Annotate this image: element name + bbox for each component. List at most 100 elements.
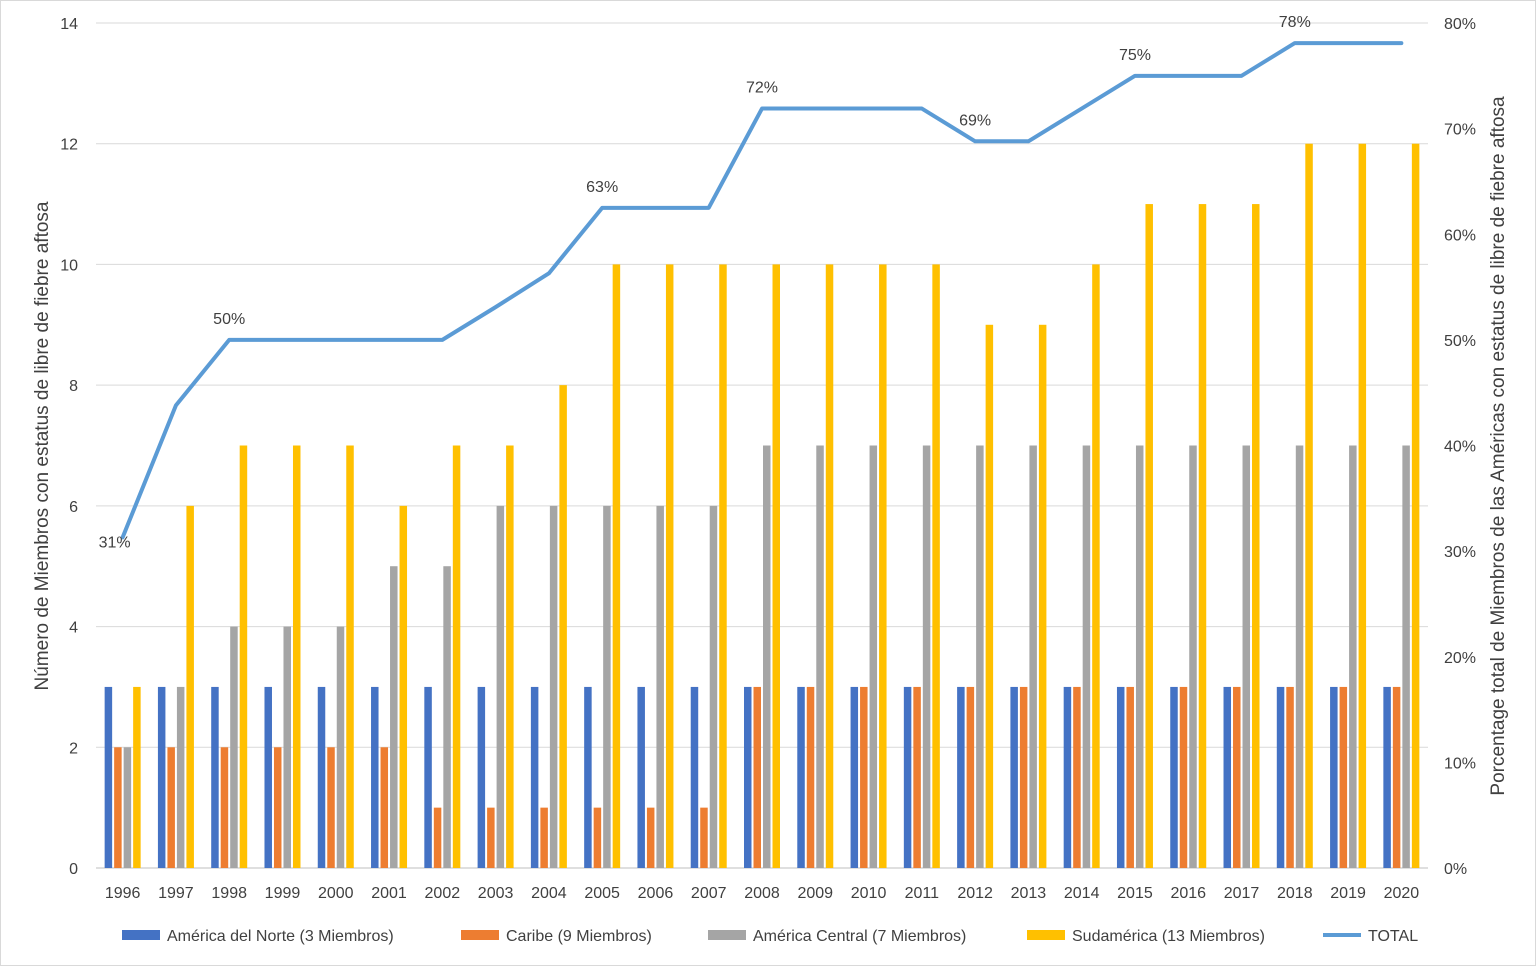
bar	[719, 264, 727, 868]
bar	[913, 686, 921, 868]
bar	[399, 505, 408, 868]
legend-swatch	[1027, 930, 1065, 940]
bar	[850, 686, 859, 868]
bar	[1082, 445, 1091, 868]
bar	[123, 747, 132, 868]
bar	[273, 747, 282, 868]
bar	[646, 807, 655, 868]
bar	[283, 626, 291, 868]
bar	[1092, 264, 1100, 868]
x-tick-label: 2020	[1384, 885, 1420, 902]
x-tick-label: 2009	[797, 885, 833, 902]
bar	[976, 445, 984, 868]
right-tick-label: 60%	[1444, 227, 1476, 244]
bar	[763, 445, 771, 868]
bar	[903, 686, 912, 868]
bar	[1242, 445, 1251, 868]
x-tick-label: 2016	[1170, 885, 1206, 902]
bar	[1179, 686, 1188, 868]
x-tick-label: 1997	[158, 885, 194, 902]
x-tick-label: 2010	[851, 885, 887, 902]
left-tick-label: 4	[69, 620, 78, 637]
bar	[239, 445, 248, 868]
bar	[540, 807, 548, 868]
bar	[506, 445, 514, 868]
total-line-group: 31% 50% 63% 72% 69% 75% 78%	[99, 14, 1404, 551]
bar	[211, 686, 219, 868]
legend-swatch	[708, 930, 746, 940]
right-tick-label: 0%	[1444, 861, 1467, 878]
left-tick-label: 6	[69, 499, 78, 516]
right-tick-label: 40%	[1444, 439, 1476, 456]
x-tick-label: 2014	[1064, 885, 1100, 902]
x-tick-label: 2001	[371, 885, 407, 902]
legend-swatch	[461, 930, 499, 940]
bar	[443, 566, 451, 868]
left-tick-label: 10	[60, 257, 78, 274]
bar	[390, 566, 398, 868]
bar	[1189, 445, 1197, 868]
x-tick-label: 1998	[211, 885, 247, 902]
right-tick-label: 10%	[1444, 755, 1476, 772]
bar	[1029, 445, 1037, 868]
bar	[380, 747, 389, 868]
bar	[1392, 686, 1401, 868]
bar	[1252, 204, 1260, 869]
bar	[753, 686, 761, 868]
left-tick-label: 2	[69, 740, 78, 757]
left-tick-label: 14	[60, 16, 78, 33]
bar	[452, 445, 461, 868]
bar	[700, 807, 708, 868]
left-tick-label: 0	[69, 861, 78, 878]
line-data-label: 31%	[99, 534, 131, 551]
line-data-label: 69%	[959, 112, 991, 129]
bar	[656, 505, 664, 868]
legend-label: Sudamérica (13 Miembros)	[1072, 928, 1265, 945]
bar	[1339, 686, 1348, 868]
x-tick-label: 2018	[1277, 885, 1313, 902]
bar	[744, 686, 752, 868]
bar	[1198, 204, 1207, 869]
bar-series-group	[104, 143, 1420, 869]
bar	[1223, 686, 1232, 868]
x-tick-label: 2006	[638, 885, 674, 902]
x-tick-label: 2000	[318, 885, 354, 902]
right-tick-label: 20%	[1444, 650, 1476, 667]
bar	[114, 747, 122, 868]
x-tick-label: 2002	[425, 885, 461, 902]
bar	[327, 747, 335, 868]
bar	[932, 264, 940, 868]
x-tick-label: 2004	[531, 885, 567, 902]
bar	[1383, 686, 1391, 868]
bar	[1116, 686, 1125, 868]
x-tick-label: 2013	[1011, 885, 1047, 902]
bar	[157, 686, 166, 868]
right-tick-label: 70%	[1444, 122, 1476, 139]
bar	[230, 626, 238, 868]
bar	[665, 264, 674, 868]
bar	[869, 445, 878, 868]
x-tick-label: 2015	[1117, 885, 1153, 902]
legend-label: TOTAL	[1368, 928, 1418, 945]
x-tick-label: 2005	[584, 885, 620, 902]
bar	[825, 264, 834, 868]
bar	[176, 686, 185, 868]
bar	[530, 686, 539, 868]
bar	[966, 686, 975, 868]
bar	[816, 445, 824, 868]
bar	[1073, 686, 1081, 868]
bar	[424, 686, 432, 868]
bar	[985, 324, 994, 868]
bar	[797, 686, 805, 868]
bar	[1145, 204, 1153, 869]
bar	[709, 505, 718, 868]
right-tick-label: 80%	[1444, 16, 1476, 33]
bar	[1286, 686, 1294, 868]
bar	[584, 686, 592, 868]
bar	[637, 686, 645, 868]
legend-swatch	[122, 930, 160, 940]
bar	[133, 686, 141, 868]
total-line	[120, 41, 1404, 540]
bar	[612, 264, 621, 868]
